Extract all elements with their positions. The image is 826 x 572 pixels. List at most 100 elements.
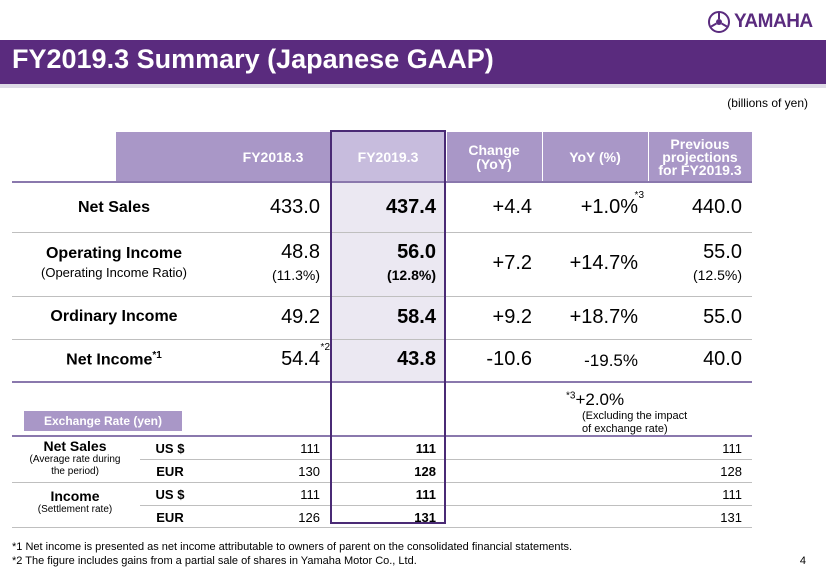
rate-previous: 131 bbox=[720, 510, 742, 525]
cell-operating-income-previous: 55.0 (12.5%) bbox=[648, 241, 742, 283]
yoy-note-marker: *3 bbox=[634, 190, 644, 201]
cell-net-sales-fy2018: 433.0 bbox=[269, 196, 320, 218]
rate-fy2019: 111 bbox=[415, 441, 436, 456]
row-divider bbox=[12, 232, 752, 233]
row-divider bbox=[12, 381, 752, 383]
tuning-fork-emblem-icon bbox=[708, 11, 730, 33]
yoy-value: +1.0% bbox=[580, 196, 638, 218]
note-3-value: +2.0% bbox=[575, 390, 625, 409]
row-label-text: Ordinary Income bbox=[50, 308, 178, 325]
cell-net-income-change: -10.6 bbox=[486, 348, 532, 370]
header-fy2018: FY2018.3 bbox=[242, 149, 304, 165]
header-previous-line2: projections bbox=[662, 148, 738, 165]
currency-label: US $ bbox=[155, 441, 185, 456]
cell-operating-income-yoy: +14.7% bbox=[569, 252, 638, 274]
footnote-2: *2 The figure includes gains from a part… bbox=[12, 555, 417, 567]
row-label-operating-income: Operating Income (Operating Income Ratio… bbox=[12, 245, 216, 280]
row-label-text: Operating Income bbox=[45, 245, 183, 262]
header-fy2019: FY2019.3 bbox=[330, 132, 446, 182]
row-divider bbox=[12, 339, 752, 340]
header-change: Change (YoY) bbox=[446, 132, 542, 182]
cell-net-income-previous: 40.0 bbox=[703, 348, 742, 370]
exchange-divider bbox=[140, 459, 752, 460]
row-label-ordinary-income: Ordinary Income bbox=[12, 308, 216, 326]
currency-label: US $ bbox=[155, 487, 185, 502]
value: 48.8 bbox=[281, 241, 320, 263]
row-label-net-income: Net Income*1 bbox=[12, 350, 216, 369]
cell-operating-income-fy2018: 48.8 (11.3%) bbox=[216, 241, 320, 283]
page-number: 4 bbox=[799, 555, 806, 567]
value: 55.0 bbox=[703, 241, 742, 263]
row-label-net-sales: Net Sales bbox=[12, 199, 216, 217]
title-bar: FY2019.3 Summary (Japanese GAAP) bbox=[0, 40, 826, 88]
rate-previous: 128 bbox=[720, 464, 742, 479]
exchange-divider bbox=[12, 435, 752, 437]
cell-net-income-yoy: -19.5% bbox=[584, 351, 638, 370]
row-label-text: Net Sales bbox=[77, 199, 151, 216]
rate-fy2019: 131 bbox=[414, 510, 436, 525]
exchange-group-sublabel: (Average rate during bbox=[29, 454, 121, 465]
row-divider bbox=[12, 181, 752, 183]
footnote-1: *1 Net income is presented as net income… bbox=[12, 541, 573, 553]
value: 56.0 bbox=[397, 241, 436, 263]
exchange-group-sublabel: (Settlement rate) bbox=[37, 504, 113, 515]
label: Net Income bbox=[66, 351, 153, 369]
cell-operating-income-fy2019: 56.0 (12.8%) bbox=[330, 241, 436, 283]
logo-text: YAMAHA bbox=[734, 11, 813, 32]
exchange-divider bbox=[12, 482, 752, 483]
currency-label: EUR bbox=[156, 510, 184, 525]
rate-fy2018: 111 bbox=[300, 441, 320, 456]
exchange-divider bbox=[140, 505, 752, 506]
cell-ordinary-income-change: +9.2 bbox=[492, 306, 532, 328]
cell-net-income-fy2018: 54.4 *2 bbox=[216, 342, 330, 371]
rate-previous: 111 bbox=[722, 487, 742, 502]
exchange-divider bbox=[12, 527, 752, 528]
fy2019-column-shade bbox=[330, 182, 446, 382]
exchange-group-label: Net Sales bbox=[43, 438, 107, 454]
header-previous: Previous projections for FY2019.3 bbox=[648, 132, 752, 182]
label-note-marker: *1 bbox=[152, 350, 162, 361]
note-3-desc-1: (Excluding the impact bbox=[582, 410, 688, 422]
cell-ordinary-income-previous: 55.0 bbox=[703, 306, 742, 328]
header-previous-line3: for FY2019.3 bbox=[658, 161, 742, 178]
ratio: (12.8%) bbox=[386, 267, 436, 283]
row-divider bbox=[12, 296, 752, 297]
header-change-line1: Change bbox=[468, 142, 520, 158]
note-3-desc-2: of exchange rate) bbox=[582, 423, 668, 435]
yamaha-logo: YAMAHA bbox=[708, 10, 813, 34]
ratio: (11.3%) bbox=[272, 267, 320, 283]
rate-fy2019: 128 bbox=[414, 464, 436, 479]
cell-operating-income-change: +7.2 bbox=[492, 252, 532, 274]
cell-ordinary-income-fy2018: 49.2 bbox=[281, 306, 320, 328]
exchange-group-income: Income (Settlement rate) bbox=[12, 488, 138, 516]
fy2019-column-outline bbox=[330, 130, 446, 524]
note-3: *3+2.0% (Excluding the impact of exchang… bbox=[566, 390, 687, 436]
row-label-text: Net Income*1 bbox=[12, 350, 216, 369]
cell-net-income-fy2019: 43.8 bbox=[397, 348, 436, 370]
value-note-marker: *2 bbox=[320, 342, 330, 353]
rate-fy2018: 130 bbox=[298, 464, 320, 479]
note-3-value-line: *3+2.0% bbox=[566, 390, 687, 410]
header-divider bbox=[648, 132, 649, 182]
header-divider bbox=[446, 132, 447, 182]
header-previous-line1: Previous bbox=[670, 135, 730, 152]
exchange-group-label: Income bbox=[50, 488, 100, 504]
header-yoy: YoY (%) bbox=[569, 149, 621, 165]
exchange-group-net-sales: Net Sales (Average rate during the perio… bbox=[12, 438, 138, 478]
exchange-rate-title: Exchange Rate (yen) bbox=[24, 411, 182, 431]
cell-ordinary-income-yoy: +18.7% bbox=[569, 306, 638, 328]
page-title: FY2019.3 Summary (Japanese GAAP) bbox=[12, 44, 494, 74]
header-change-line2: (YoY) bbox=[476, 156, 512, 172]
value: 54.4 bbox=[281, 348, 320, 370]
header-divider bbox=[542, 132, 543, 182]
cell-net-sales-change: +4.4 bbox=[492, 196, 532, 218]
ratio: (12.5%) bbox=[692, 267, 742, 283]
exchange-group-sublabel: the period) bbox=[51, 466, 99, 477]
note-3-marker: *3 bbox=[566, 390, 576, 402]
rate-previous: 111 bbox=[722, 441, 742, 456]
row-sublabel-text: (Operating Income Ratio) bbox=[41, 265, 187, 280]
rate-fy2019: 111 bbox=[415, 487, 436, 502]
cell-net-sales-yoy: +1.0% *3 bbox=[542, 190, 644, 219]
cell-net-sales-previous: 440.0 bbox=[691, 196, 742, 218]
rate-fy2018: 111 bbox=[300, 487, 320, 502]
